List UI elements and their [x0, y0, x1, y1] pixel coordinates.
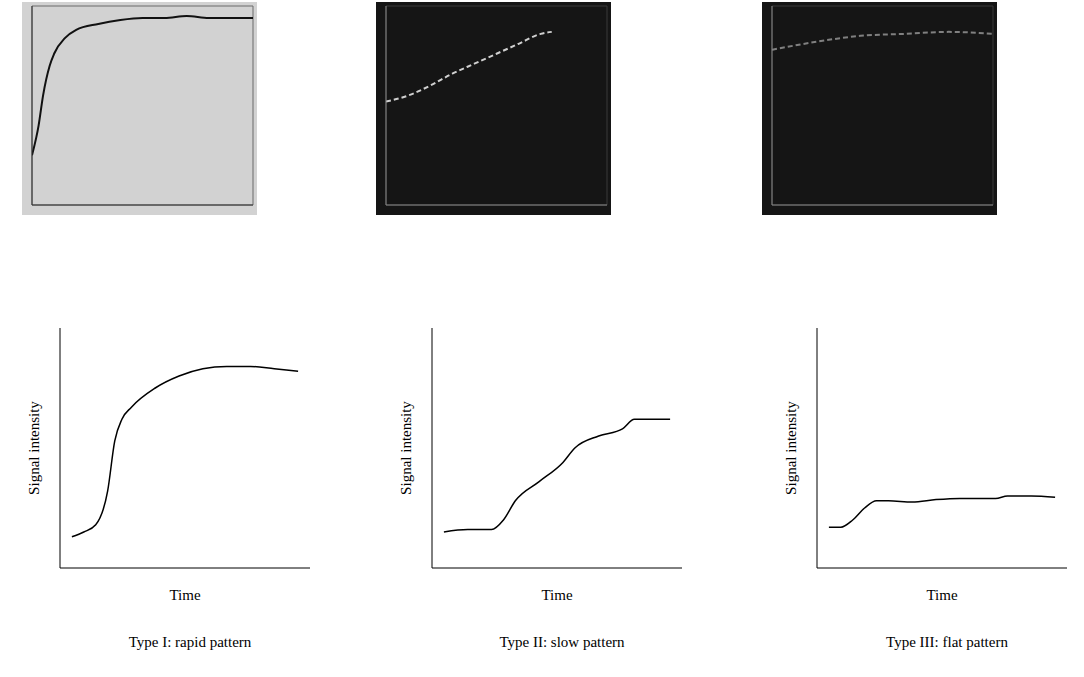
html-text:Type I: rapid pattern: Type I: rapid pattern: [128, 634, 252, 650]
svg-text:Signal intensity: Signal intensity: [26, 401, 42, 495]
svg-text:Time: Time: [926, 587, 957, 603]
html-text:Type III: flat pattern: Type III: flat pattern: [886, 634, 1008, 650]
svg-text:Time: Time: [541, 587, 572, 603]
svg-text:Signal intensity: Signal intensity: [783, 401, 799, 495]
svg-text:Time: Time: [169, 587, 200, 603]
svg-text:Signal intensity: Signal intensity: [398, 401, 414, 495]
html-text:Type II: slow pattern: Type II: slow pattern: [499, 634, 625, 650]
